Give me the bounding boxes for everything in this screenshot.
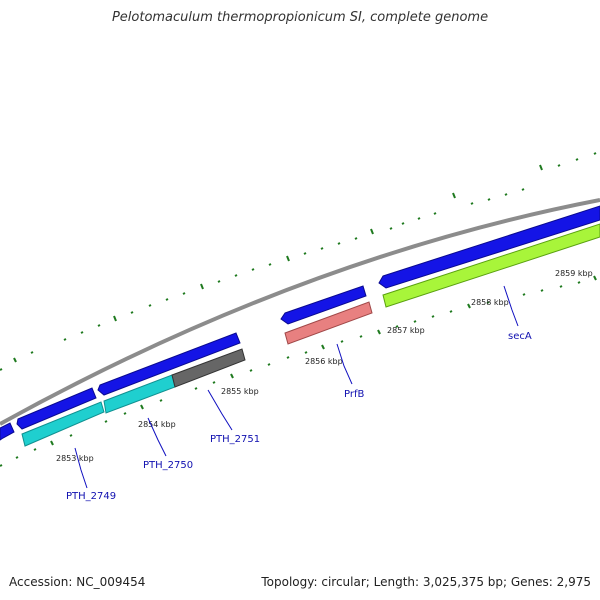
gene-label-prfb[interactable]: PrfB (344, 389, 364, 400)
gene-label-seca[interactable]: secA (508, 331, 532, 342)
gene-feature[interactable] (16, 387, 97, 430)
kbp-label: 2855 kbp (221, 387, 259, 396)
gene-feature[interactable] (97, 332, 241, 396)
map-title: Pelotomaculum thermopropionicum SI, comp… (111, 10, 489, 25)
genome-backbone (0, 198, 600, 426)
scale-ticks (0, 152, 597, 467)
kbp-label: 2859 kbp (555, 269, 593, 278)
gene-label-pth2750[interactable]: PTH_2750 (143, 460, 193, 471)
accession-label: Accession: NC_009454 (9, 575, 146, 589)
gene-feature[interactable] (21, 401, 105, 447)
forward-strand-genes[interactable] (0, 205, 600, 441)
kbp-label: 2853 kbp (56, 454, 94, 463)
reverse-strand-genes[interactable] (21, 223, 600, 447)
kbp-label: 2856 kbp (305, 357, 343, 366)
gene-feature[interactable] (284, 301, 373, 345)
kbp-label: 2857 kbp (387, 326, 425, 335)
kbp-label: 2854 kbp (138, 420, 176, 429)
gene-feature[interactable] (378, 205, 600, 289)
gene-feature[interactable] (171, 348, 246, 388)
gene-label-pth2749[interactable]: PTH_2749 (66, 491, 116, 502)
gene-label-leaders (74, 285, 519, 489)
kbp-label: 2858 kbp (471, 298, 509, 307)
genome-summary: Topology: circular; Length: 3,025,375 bp… (261, 575, 591, 589)
gene-feature[interactable] (382, 223, 600, 308)
gene-feature[interactable] (0, 422, 15, 441)
gene-feature[interactable] (280, 285, 367, 325)
gene-label-pth2751[interactable]: PTH_2751 (210, 434, 260, 445)
